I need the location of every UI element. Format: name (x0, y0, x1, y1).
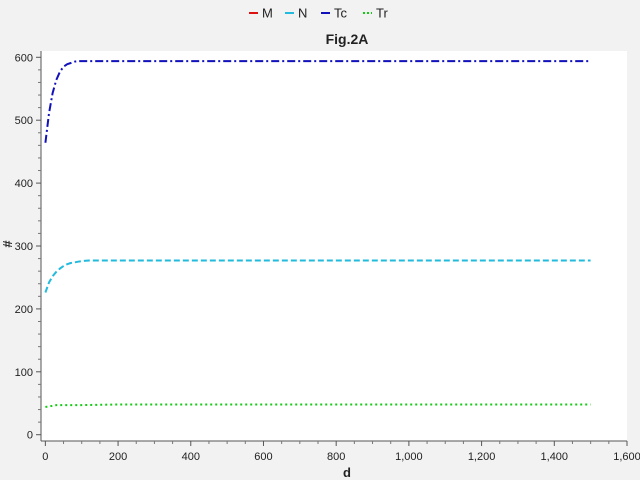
y-axis-label: # (0, 240, 15, 248)
x-tick-label: 200 (109, 451, 127, 463)
x-tick-label: 0 (42, 451, 48, 463)
y-tick-label: 500 (15, 115, 33, 127)
x-tick-label: 1,000 (395, 451, 423, 463)
y-tick-label: 0 (27, 430, 33, 442)
x-axis: 0 200 400 600 800 1,000 1,200 1,400 1,600 (42, 441, 640, 463)
legend-item-n: N (285, 6, 307, 21)
plot-area (40, 51, 627, 442)
legend-item-tc: Tc (321, 6, 348, 21)
x-tick-label: 600 (254, 451, 272, 463)
y-axis: 0 100 200 300 400 500 600 (15, 52, 41, 442)
series-layer (44, 60, 591, 408)
legend-label: Tc (334, 6, 348, 21)
plot-background (41, 51, 627, 441)
x-tick-label: 1,600 (613, 451, 640, 463)
x-tick-label: 1,200 (468, 451, 496, 463)
x-tick-label: 400 (182, 451, 200, 463)
y-tick-label: 300 (15, 241, 33, 253)
legend-label: N (298, 6, 307, 21)
series-line-n (44, 259, 591, 293)
x-tick-label: 800 (327, 451, 345, 463)
y-tick-label: 600 (15, 52, 33, 64)
legend-label: M (262, 6, 273, 21)
legend: M N Tc Tr (249, 6, 388, 21)
legend-item-m: M (249, 6, 273, 21)
series-line-tc (44, 60, 591, 143)
y-tick-label: 400 (15, 178, 33, 190)
x-tick-label: 1,400 (541, 451, 569, 463)
chart-title: Fig.2A (326, 31, 369, 47)
legend-label: Tr (376, 6, 388, 21)
y-tick-label: 100 (15, 367, 33, 379)
series-line-tr (45, 403, 591, 408)
y-tick-label: 200 (15, 304, 33, 316)
legend-item-tr: Tr (363, 6, 388, 21)
x-axis-label: d (343, 465, 351, 480)
